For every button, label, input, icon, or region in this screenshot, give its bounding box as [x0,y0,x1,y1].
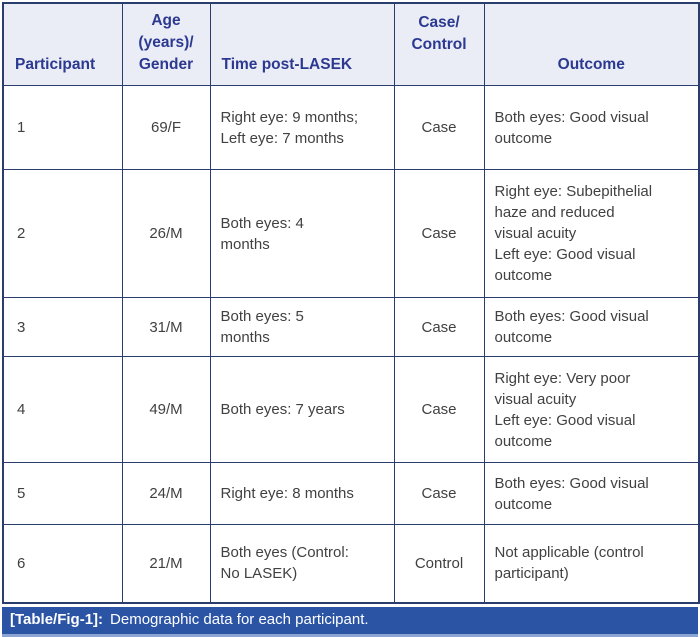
table-header: Participant Age (years)/ Gender Time pos… [2,2,700,86]
cell-age-gender: 31/M [121,297,211,357]
cell-time-post-lasek: Right eye: 8 months [209,462,395,525]
cell-case-control: Case [393,462,485,525]
column-header-case-control: Case/ Control [393,2,485,86]
demographics-table: Participant Age (years)/ Gender Time pos… [2,2,700,604]
cell-age-gender: 24/M [121,462,211,525]
table-row: 4 49/M Both eyes: 7 years Case Right eye: Ve… [2,356,700,463]
caption-text: Demographic data for each participant. [110,611,369,628]
cell-outcome: Not applicable (control participant) [483,524,700,603]
table-row: 2 26/M Both eyes: 4 months Case Right eye: S… [2,169,700,298]
cell-time-post-lasek: Both eyes: 5 months [209,297,395,357]
cell-participant: 1 [2,85,123,170]
table-row: 5 24/M Right eye: 8 months Case Both eyes: G… [2,462,700,525]
cell-outcome: Right eye: Very poor visual acuity Left … [483,356,700,463]
table-caption: [Table/Fig-1]: Demographic data for each… [2,606,698,637]
table-row: 1 69/F Right eye: 9 months; Left eye: 7 mo… [2,85,700,170]
cell-participant: 6 [2,524,123,603]
table-row: 3 31/M Both eyes: 5 months Case Both eyes: G… [2,297,700,357]
cell-outcome: Both eyes: Good visual outcome [483,85,700,170]
cell-age-gender: 69/F [121,85,211,170]
cell-participant: 2 [2,169,123,298]
header-row: Participant Age (years)/ Gender Time pos… [2,2,700,86]
cell-time-post-lasek: Both eyes: 4 months [209,169,395,298]
cell-participant: 3 [2,297,123,357]
cell-time-post-lasek: Both eyes: 7 years [209,356,395,463]
column-header-age-gender: Age (years)/ Gender [121,2,211,86]
cell-participant: 4 [2,356,123,463]
cell-age-gender: 49/M [121,356,211,463]
table-body: 1 69/F Right eye: 9 months; Left eye: 7 mo… [2,85,700,603]
cell-participant: 5 [2,462,123,525]
cell-outcome: Right eye: Subepithelial haze and reduce… [483,169,700,298]
cell-time-post-lasek: Both eyes (Control: No LASEK) [209,524,395,603]
cell-case-control: Case [393,297,485,357]
column-header-outcome: Outcome [483,2,700,86]
cell-case-control: Case [393,169,485,298]
cell-case-control: Case [393,356,485,463]
cell-case-control: Control [393,524,485,603]
cell-outcome: Both eyes: Good visual outcome [483,462,700,525]
table-row: 6 21/M Both eyes (Control: No LASEK) Contro… [2,524,700,603]
cell-age-gender: 21/M [121,524,211,603]
column-header-time-post-lasek: Time post-LASEK [209,2,395,86]
cell-time-post-lasek: Right eye: 9 months; Left eye: 7 months [209,85,395,170]
column-header-participant: Participant [2,2,123,86]
cell-outcome: Both eyes: Good visual outcome [483,297,700,357]
caption-label: [Table/Fig-1]: [10,611,104,628]
cell-age-gender: 26/M [121,169,211,298]
cell-case-control: Case [393,85,485,170]
